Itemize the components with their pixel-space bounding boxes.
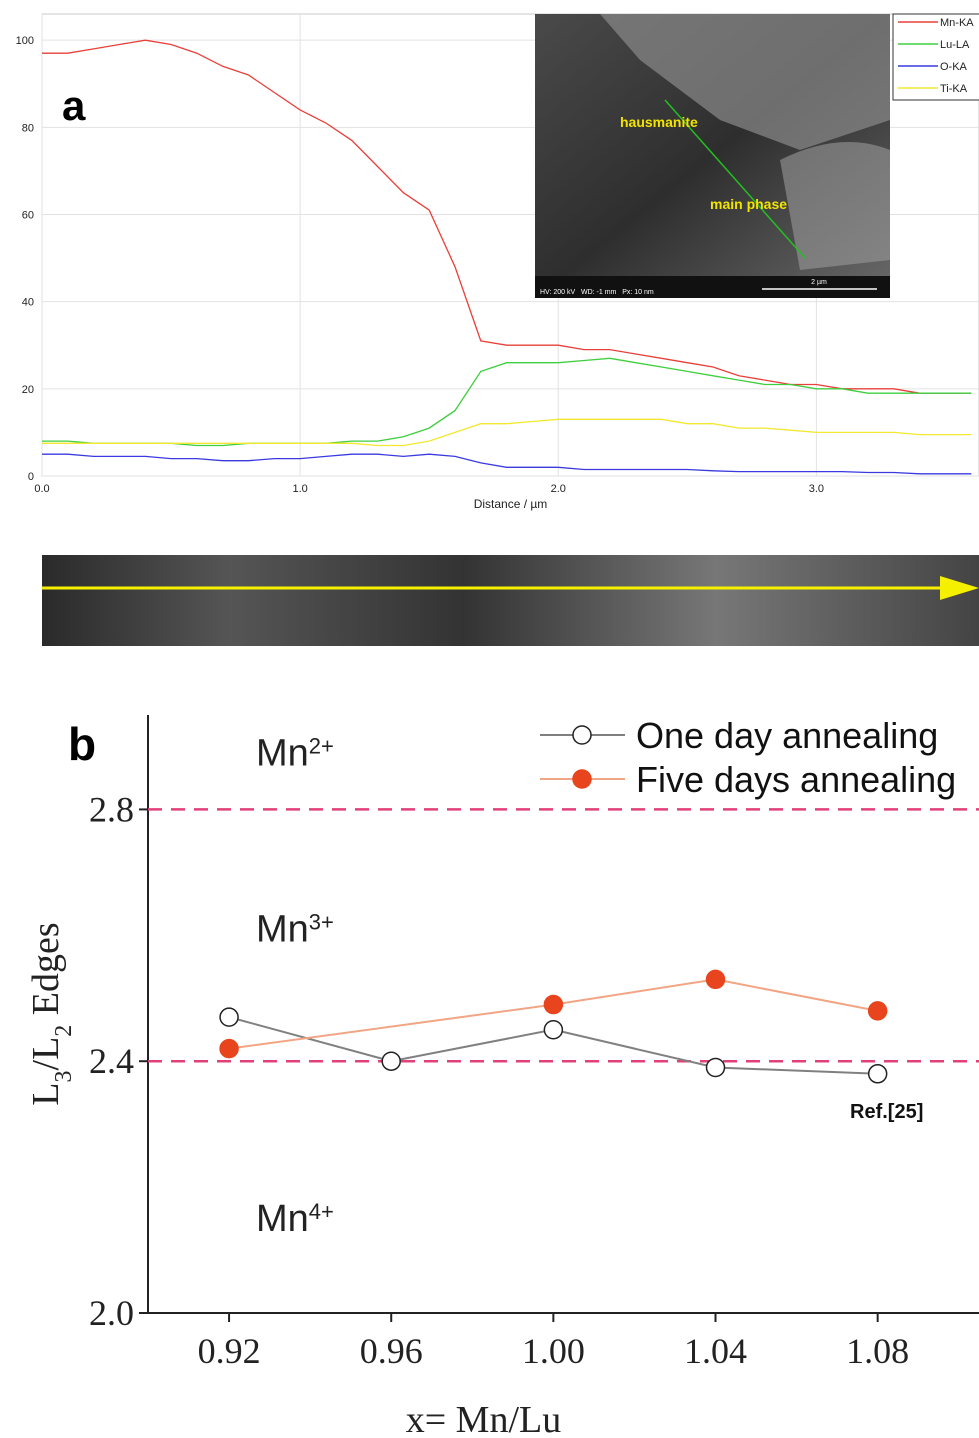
series-line	[42, 453, 972, 475]
data-point	[543, 1019, 564, 1040]
region-label-base: Mn	[256, 1198, 309, 1240]
data-point	[867, 1064, 888, 1084]
legend-marker	[572, 769, 592, 789]
region-label: Mn2+	[256, 732, 334, 774]
x-tick-label: 0.92	[198, 1331, 261, 1371]
region-label-sup: 2+	[309, 733, 334, 758]
x-tick-label: 0.96	[360, 1331, 423, 1371]
sem-grain	[600, 14, 890, 150]
y-tick-label: 0	[28, 471, 34, 483]
data-point	[381, 1051, 401, 1071]
series-line	[42, 357, 972, 447]
x-axis-label: x= Mn/Lu	[406, 1399, 562, 1438]
y-tick-label: 2.4	[89, 1041, 134, 1081]
inset-info: HV: 200 kV WD: -1 mm Px: 10 nm	[540, 289, 654, 296]
data-point	[705, 1057, 726, 1078]
region-label: Mn3+	[256, 909, 334, 951]
y-tick-label: 40	[22, 297, 34, 309]
scan-arrowhead	[940, 576, 979, 600]
legend-label: Ti-KA	[940, 83, 968, 95]
y-tick-label: 100	[16, 35, 34, 47]
scale-bar-label: 2 µm	[811, 279, 827, 286]
y-tick-label: 20	[22, 384, 34, 396]
series-line	[42, 39, 972, 394]
y-tick-label: 2.0	[89, 1293, 134, 1333]
legend-label: Lu-LA	[940, 39, 970, 51]
sem-inset: hausmanite main phase HV: 200 kV WD: -1 …	[535, 14, 890, 298]
y-tick-label: 80	[22, 122, 34, 134]
x-tick-label: 2.0	[551, 483, 566, 495]
sem-grain	[780, 142, 890, 270]
y-axis-label-part: /L	[25, 1037, 67, 1071]
y-axis-label-part: L	[25, 1082, 67, 1105]
series-line	[42, 418, 972, 447]
legend-marker	[572, 725, 592, 745]
series-line	[228, 978, 878, 1050]
x-tick-label: 1.08	[846, 1331, 909, 1371]
data-point	[543, 994, 564, 1015]
legend-label: Five days annealing	[636, 759, 956, 800]
data-point	[219, 1038, 239, 1059]
x-tick-label: 1.0	[292, 483, 307, 495]
x-tick-label: 3.0	[809, 483, 824, 495]
data-point	[867, 1001, 888, 1021]
panel-label: a	[62, 82, 86, 129]
panel-label: b	[68, 718, 96, 770]
annotation: Ref.[25]	[850, 1101, 923, 1123]
legend-box	[892, 13, 979, 101]
x-tick-label: 1.04	[684, 1331, 747, 1371]
legend-label: O-KA	[940, 61, 968, 73]
region-label: Mn4+	[256, 1198, 334, 1240]
region-label-sup: 4+	[309, 1199, 334, 1224]
legend-label: One day annealing	[636, 715, 938, 756]
scan-strip	[42, 555, 979, 646]
data-point	[705, 969, 726, 990]
y-axis-label-part: Edges	[25, 922, 67, 1024]
y-axis-label-part: 2	[51, 1025, 77, 1037]
x-tick-label: 1.00	[522, 1331, 585, 1371]
region-label-sup: 3+	[309, 909, 334, 934]
region-label-base: Mn	[256, 732, 309, 774]
y-axis-label-part: 3	[51, 1070, 77, 1082]
inset-label: main phase	[710, 196, 787, 212]
inset-label: hausmanite	[620, 114, 698, 130]
sem-scan-line	[664, 99, 806, 259]
region-label-base: Mn	[256, 909, 309, 951]
data-point	[219, 1007, 239, 1027]
x-axis-label: Distance / µm	[474, 497, 548, 511]
y-tick-label: 60	[22, 209, 34, 221]
sem-infobar	[535, 276, 890, 298]
x-tick-label: 0.0	[34, 483, 49, 495]
y-tick-label: 2.8	[89, 789, 134, 829]
legend-label: Mn-KA	[940, 17, 974, 29]
y-axis-label: L3/L2 Edges	[25, 922, 77, 1105]
